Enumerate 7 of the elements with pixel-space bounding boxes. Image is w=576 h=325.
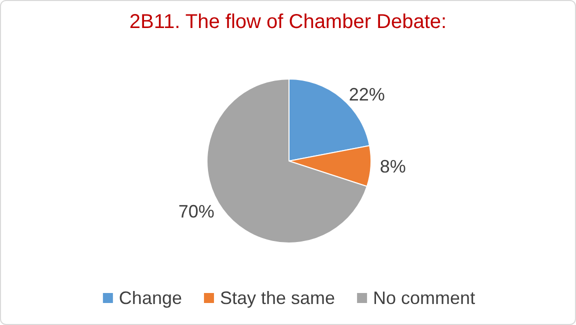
legend-label: Stay the same	[220, 288, 336, 308]
data-label: 70%	[178, 202, 214, 222]
legend-label: No comment	[373, 288, 476, 308]
legend-label: Change	[118, 288, 182, 308]
data-label: 8%	[380, 156, 406, 176]
data-label: 22%	[348, 84, 385, 105]
chart-title: 2B11. The flow of Chamber Debate:	[129, 11, 447, 33]
